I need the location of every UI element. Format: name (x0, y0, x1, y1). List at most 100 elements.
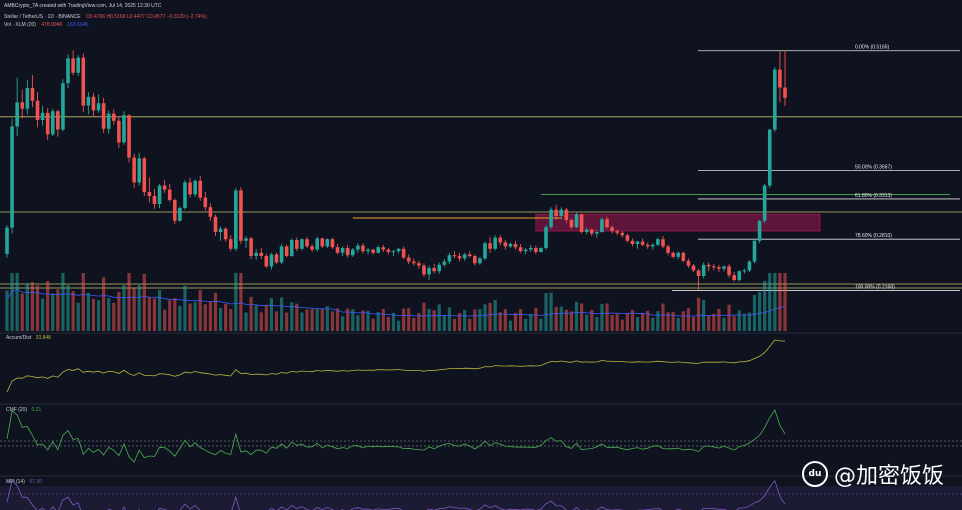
volume-bar (351, 309, 355, 331)
symbol-info: Stellar / TetherUS · 1D · BINANCE O0.470… (4, 14, 207, 20)
volume-bar (768, 273, 772, 331)
volume-bar (310, 309, 314, 331)
supply-zone (535, 213, 821, 232)
volume-bar (712, 313, 716, 331)
fib-level-label: 0.00% (0.5166) (855, 45, 890, 51)
candle-body (762, 185, 767, 221)
candle-body (589, 229, 594, 234)
candle-body (625, 235, 630, 241)
volume-bar (40, 298, 45, 331)
candle-body (61, 83, 65, 130)
fib-level-label: 78.60% (0.2810) (855, 233, 892, 239)
candle-body (10, 126, 14, 228)
volume-bar (254, 305, 258, 331)
candle-body (86, 96, 91, 106)
candle-body (422, 265, 426, 275)
candle-body (544, 227, 548, 248)
candle-body (717, 267, 721, 269)
volume-bar (178, 305, 182, 331)
volume-bar (539, 318, 543, 331)
accum-dist-line (6, 339, 786, 393)
candle-body (478, 258, 482, 264)
volume-bar (727, 304, 731, 331)
volume-bar (229, 309, 233, 331)
volume-bar (71, 291, 75, 331)
volume-bar (427, 308, 431, 331)
candle-body (554, 209, 558, 216)
candle-body (564, 209, 569, 220)
candle-body (747, 261, 752, 271)
mfi-band (0, 486, 962, 510)
candle-body (457, 256, 462, 259)
volume-bar (107, 297, 111, 331)
volume-bar (279, 297, 284, 331)
volume-bar (66, 285, 70, 331)
candle-body (254, 252, 258, 256)
candle-body (208, 207, 213, 217)
volume-bar (412, 317, 416, 331)
volume-bar (20, 293, 24, 331)
volume-bar (269, 298, 274, 331)
candle-body (300, 239, 304, 249)
candle-body (467, 254, 472, 256)
candle-body (132, 157, 136, 183)
volume-bar (635, 317, 640, 331)
volume-bar (778, 273, 782, 331)
volume-bar (442, 315, 446, 331)
candle-body (127, 115, 131, 158)
candle-body (523, 249, 528, 252)
candle-body (325, 239, 330, 247)
volume-bar (234, 273, 238, 331)
volume-bar (102, 277, 106, 331)
volume-bar (513, 313, 518, 331)
volume-bar (564, 309, 568, 331)
candle-body (117, 120, 121, 143)
candle-body (442, 261, 447, 265)
volume-bar (681, 311, 685, 331)
volume-bar (529, 313, 533, 331)
candle-body (666, 246, 670, 253)
candle-body (295, 240, 299, 249)
volume-bar (188, 303, 192, 331)
volume-bar (402, 308, 406, 331)
volume-bar (437, 304, 441, 331)
candle-body (366, 249, 370, 252)
candle-body (91, 96, 96, 111)
candle-body (671, 252, 675, 257)
volume-bar (10, 273, 14, 331)
candle-body (66, 58, 70, 84)
candle-body (569, 220, 574, 228)
candle-body (244, 238, 248, 241)
candle-body (56, 111, 60, 130)
candle-body (305, 239, 309, 247)
candle-body (732, 275, 736, 280)
candle-body (508, 244, 513, 247)
candle-body (579, 214, 584, 232)
candle-body (198, 180, 203, 198)
volume-bar (742, 313, 746, 331)
candle-body (203, 197, 208, 208)
watermark-text: @加密饭饭 (833, 464, 944, 489)
volume-bar (493, 299, 497, 331)
candle-body (371, 249, 375, 253)
volume-bar (508, 320, 513, 331)
volume-bar (249, 296, 253, 331)
candle-body (96, 103, 101, 111)
candle-body (142, 158, 147, 192)
volume-bar (137, 285, 141, 331)
volume-bar (203, 304, 207, 331)
candle-body (330, 239, 335, 248)
candle-body (610, 227, 614, 232)
candle-body (162, 185, 167, 190)
mfi-line (6, 479, 786, 510)
volume-bar (147, 297, 151, 331)
volume-bar (747, 312, 752, 331)
candle-body (518, 247, 523, 252)
candle-body (778, 69, 782, 88)
creator-line: AMBCrypto_TA created with TradingView.co… (4, 3, 162, 9)
candle-body (676, 252, 681, 257)
volume-bar (56, 289, 60, 331)
volume-bar (173, 298, 177, 331)
volume-bar (422, 302, 426, 331)
